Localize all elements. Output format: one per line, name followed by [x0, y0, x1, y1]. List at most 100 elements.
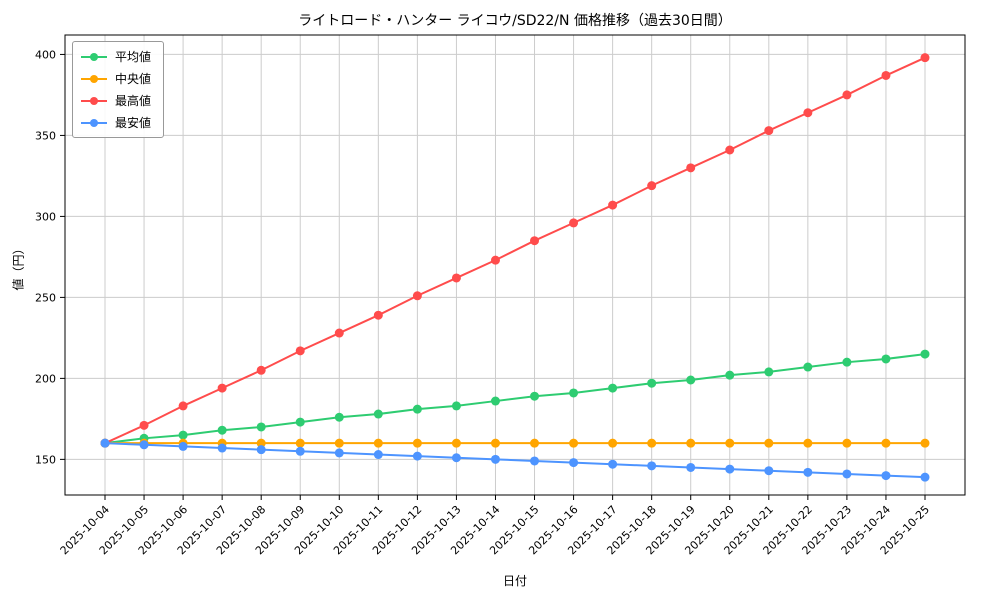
series-line-min [104, 442, 926, 479]
marker-median [881, 438, 891, 448]
marker-median [256, 438, 266, 448]
marker-median [451, 438, 461, 448]
marker-median [295, 438, 305, 448]
legend-label: 最高値 [115, 94, 152, 108]
legend-swatch-median [81, 74, 107, 84]
marker-max [842, 90, 852, 100]
marker-median [373, 438, 383, 448]
marker-median [803, 438, 813, 448]
legend-marker-sample [90, 96, 98, 105]
marker-median [530, 438, 540, 448]
marker-max [725, 145, 735, 155]
marker-max [764, 126, 774, 136]
marker-max [139, 420, 149, 430]
marker-average [803, 362, 813, 372]
legend-item-min: 最安値 [81, 114, 151, 131]
marker-max [686, 163, 696, 173]
series-line-max [104, 56, 926, 445]
marker-min [569, 458, 579, 468]
marker-average [920, 349, 930, 359]
marker-min [647, 461, 657, 471]
marker-min [490, 454, 500, 464]
marker-min [725, 464, 735, 474]
marker-max [334, 328, 344, 338]
marker-min [451, 453, 461, 463]
marker-average [608, 383, 618, 393]
marker-median [842, 438, 852, 448]
marker-average [373, 409, 383, 419]
marker-min [764, 466, 774, 476]
y-tick-label: 400 [35, 48, 56, 61]
marker-min [686, 462, 696, 472]
marker-average [881, 354, 891, 364]
marker-min [217, 443, 227, 453]
marker-min [256, 445, 266, 455]
marker-max [490, 255, 500, 265]
marker-median [412, 438, 422, 448]
legend-swatch-average [81, 52, 107, 62]
marker-max [178, 401, 188, 411]
marker-median [686, 438, 696, 448]
marker-max [881, 70, 891, 80]
marker-median [920, 438, 930, 448]
marker-min [295, 446, 305, 456]
marker-min [530, 456, 540, 466]
marker-average [295, 417, 305, 427]
series-markers-min [100, 438, 930, 482]
y-tick-label: 200 [35, 372, 56, 385]
marker-average [530, 391, 540, 401]
marker-min [881, 471, 891, 481]
marker-max [295, 346, 305, 356]
legend-item-median: 中央値 [81, 70, 151, 87]
marker-average [217, 425, 227, 435]
marker-average [686, 375, 696, 385]
legend-label: 平均値 [115, 50, 152, 64]
x-axis-label: 日付 [502, 574, 527, 588]
marker-average [842, 357, 852, 367]
marker-max [217, 383, 227, 393]
marker-average [178, 430, 188, 440]
marker-min [803, 467, 813, 477]
y-tick-label: 350 [35, 129, 56, 142]
legend-item-max: 最高値 [81, 92, 151, 109]
marker-min [920, 472, 930, 482]
marker-min [608, 459, 618, 469]
marker-max [256, 365, 266, 375]
marker-average [451, 401, 461, 411]
marker-max [412, 291, 422, 301]
legend-label: 中央値 [115, 72, 152, 86]
legend-swatch-min [81, 118, 107, 128]
marker-median [569, 438, 579, 448]
series-line-average [104, 353, 926, 445]
marker-average [569, 388, 579, 398]
marker-max [608, 200, 618, 210]
y-tick-label: 300 [35, 210, 56, 223]
y-axis-label: 値（円） [11, 242, 26, 291]
marker-max [647, 181, 657, 191]
marker-median [764, 438, 774, 448]
legend-marker-sample [90, 52, 98, 61]
marker-max [569, 218, 579, 228]
marker-median [608, 438, 618, 448]
chart-title: ライトロード・ハンター ライコウ/SD22/N 価格推移（過去30日間） [298, 13, 732, 29]
marker-min [842, 469, 852, 479]
marker-max [530, 236, 540, 246]
legend-swatch-max [81, 96, 107, 106]
y-tick-label: 250 [35, 291, 56, 304]
marker-average [412, 404, 422, 414]
y-tick-label: 150 [35, 453, 56, 466]
legend-label: 最安値 [115, 116, 152, 130]
marker-max [920, 53, 930, 63]
marker-median [647, 438, 657, 448]
marker-median [725, 438, 735, 448]
marker-min [139, 440, 149, 450]
marker-median [334, 438, 344, 448]
series-markers-max [100, 53, 930, 448]
marker-min [412, 451, 422, 461]
legend-marker-sample [90, 74, 98, 83]
marker-min [334, 448, 344, 458]
marker-min [373, 450, 383, 460]
marker-median [490, 438, 500, 448]
marker-min [100, 438, 110, 448]
